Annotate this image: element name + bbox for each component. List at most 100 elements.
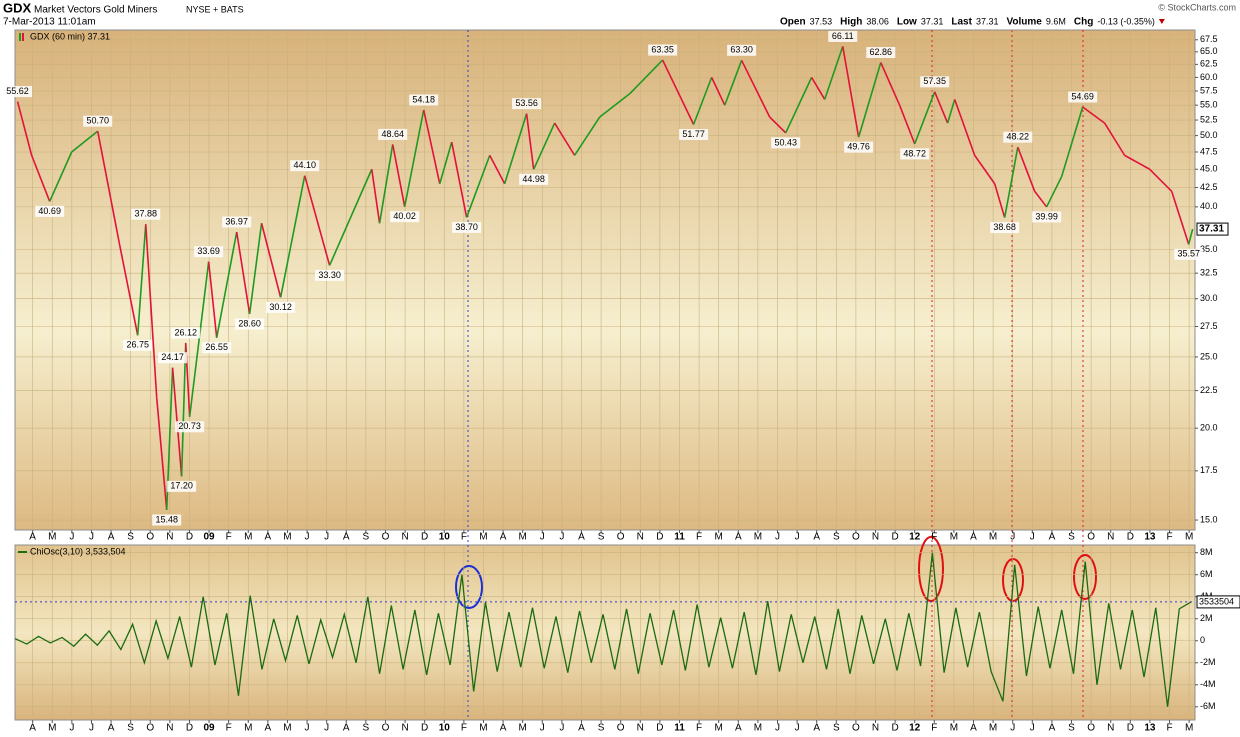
x-tick-label: J xyxy=(324,532,329,543)
value-label-box xyxy=(990,222,1020,234)
x-tick-label: N xyxy=(166,532,173,543)
x-tick-label: M xyxy=(48,723,56,734)
price-segment xyxy=(215,231,238,338)
price-segment xyxy=(144,224,158,398)
x-tick-label: J xyxy=(795,532,800,543)
value-label: 55.62 xyxy=(6,86,29,96)
y-tick-label: -4M xyxy=(1200,679,1216,689)
x-tick-label: A xyxy=(29,723,36,734)
value-label-box xyxy=(202,342,232,354)
quote-value: 37.53 xyxy=(810,16,833,26)
x-tick-label: 12 xyxy=(909,532,921,543)
x-tick-label: F xyxy=(696,532,702,543)
x-tick-label: M xyxy=(1185,723,1193,734)
price-segment xyxy=(188,261,210,417)
value-label: 33.69 xyxy=(197,246,220,256)
value-label: 63.30 xyxy=(730,45,753,55)
y-tick-label: 17.5 xyxy=(1200,465,1218,475)
value-label: 49.76 xyxy=(847,142,870,152)
y-tick-label: 40.0 xyxy=(1200,201,1218,211)
x-tick-label: A xyxy=(1049,532,1056,543)
price-segment xyxy=(553,122,576,156)
exchange: NYSE + BATS xyxy=(186,4,244,14)
value-label-box xyxy=(679,129,709,141)
price-segment xyxy=(857,62,882,138)
y-tick-label: 27.5 xyxy=(1200,321,1218,331)
quote-value: 38.06 xyxy=(866,16,889,26)
price-segment xyxy=(207,261,218,338)
price-segment xyxy=(661,59,695,125)
value-label-box xyxy=(512,98,542,110)
y-tick-label: 2M xyxy=(1200,613,1213,623)
quote-label: Last xyxy=(951,17,972,28)
value-label: 26.55 xyxy=(205,342,228,352)
price-segment xyxy=(489,154,506,185)
last-value-box xyxy=(1196,595,1240,609)
price-segment xyxy=(724,60,743,106)
price-segment xyxy=(465,155,491,218)
x-tick-label: O xyxy=(852,723,860,734)
y-tick-label: 15.0 xyxy=(1200,514,1218,524)
value-label: 53.56 xyxy=(515,98,538,108)
y-tick-label: 42.5 xyxy=(1200,182,1218,192)
price-segment xyxy=(71,130,99,153)
oscillator-panel xyxy=(14,544,1196,721)
price-segment xyxy=(180,342,187,477)
value-label: 54.18 xyxy=(412,94,435,104)
x-tick-label: O xyxy=(617,723,625,734)
value-label-box xyxy=(390,211,420,223)
value-label-box xyxy=(771,137,801,149)
value-label: 48.22 xyxy=(1007,132,1030,142)
x-tick-label: J xyxy=(559,723,564,734)
x-tick-label: M xyxy=(1185,532,1193,543)
price-segment xyxy=(328,168,373,266)
x-tick-label: F xyxy=(1166,532,1172,543)
x-tick-label: D xyxy=(1127,532,1134,543)
x-tick-label: N xyxy=(637,723,644,734)
value-label-box xyxy=(266,301,296,313)
x-tick-label: M xyxy=(283,532,291,543)
price-segment xyxy=(946,99,956,124)
value-label-box xyxy=(900,148,930,160)
x-tick-label: M xyxy=(244,723,252,734)
value-label-box xyxy=(1068,91,1098,103)
price-segment xyxy=(1170,191,1190,245)
price-segment xyxy=(993,183,1006,218)
x-tick-label: A xyxy=(500,532,507,543)
x-tick-label: O xyxy=(1087,723,1095,734)
value-label: 63.35 xyxy=(651,44,674,54)
value-label-box xyxy=(3,86,33,98)
x-tick-label: O xyxy=(382,723,390,734)
price-segment xyxy=(692,77,713,125)
x-tick-label: J xyxy=(1030,723,1035,734)
quote-label: High xyxy=(840,17,862,28)
x-tick-label: 11 xyxy=(674,532,685,543)
x-tick-label: N xyxy=(166,723,173,734)
price-segment xyxy=(525,113,535,170)
value-label: 37.88 xyxy=(134,209,157,219)
x-tick-label: D xyxy=(891,723,898,734)
value-label: 54.69 xyxy=(1071,91,1094,101)
value-label: 48.64 xyxy=(381,129,404,139)
quote-value: 9.6M xyxy=(1046,16,1066,26)
x-tick-label: S xyxy=(363,532,370,543)
x-tick-label: J xyxy=(775,532,780,543)
price-segment xyxy=(810,76,826,100)
y-tick-label: 47.5 xyxy=(1200,146,1218,156)
x-tick-label: D xyxy=(421,723,428,734)
x-tick-label: F xyxy=(461,532,467,543)
x-tick-label: A xyxy=(1049,723,1056,734)
x-tick-label: J xyxy=(559,532,564,543)
price-segment xyxy=(403,109,425,207)
x-tick-label: A xyxy=(578,723,585,734)
x-tick-label: M xyxy=(950,532,958,543)
x-tick-label: D xyxy=(656,723,663,734)
x-tick-label: F xyxy=(931,723,937,734)
value-label: 24.17 xyxy=(161,352,184,362)
price-segment xyxy=(260,223,282,298)
value-label-box xyxy=(35,205,65,217)
price-segment xyxy=(96,131,121,246)
value-label: 66.11 xyxy=(832,31,854,41)
x-tick-label: F xyxy=(931,532,937,543)
value-label-box xyxy=(315,269,345,281)
